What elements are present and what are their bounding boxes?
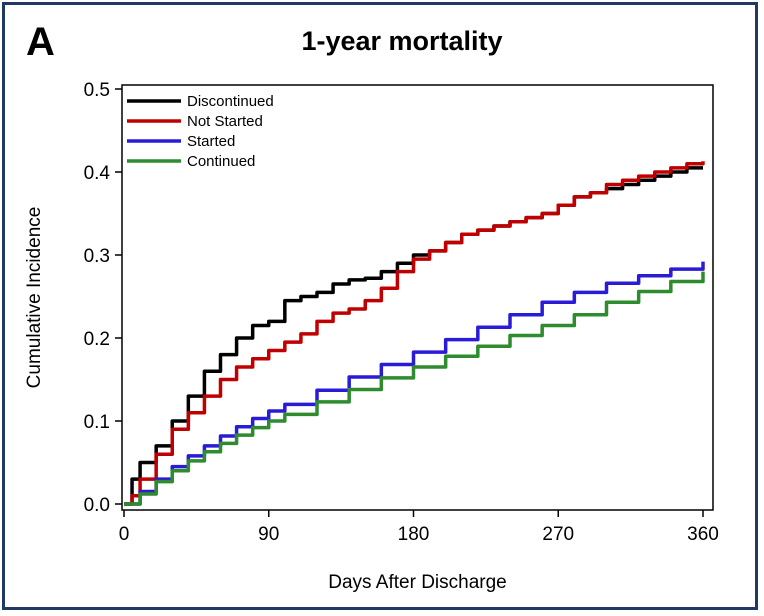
- y-axis-title: Cumulative Incidence: [24, 207, 45, 389]
- series-line-started: [124, 261, 705, 506]
- legend-label: Discontinued: [187, 93, 274, 110]
- series-layer: [124, 161, 705, 506]
- y-tick-label: 0.2: [84, 329, 110, 350]
- series-line-not-started: [124, 161, 705, 506]
- series-line-continued: [124, 271, 705, 506]
- x-axis-title: Days After Discharge: [328, 572, 506, 593]
- x-tick-label: 270: [542, 524, 574, 545]
- x-tick-label: 90: [258, 524, 279, 545]
- y-axis: 0.0 0.1 0.2 0.3 0.4 0.5: [84, 80, 122, 516]
- series-line-discontinued: [124, 166, 703, 506]
- x-tick-label: 180: [398, 524, 430, 545]
- y-tick-label: 0.1: [84, 412, 110, 433]
- y-tick-label: 0.0: [84, 495, 110, 516]
- panel-label: A: [26, 20, 55, 64]
- y-tick-label: 0.5: [84, 80, 110, 101]
- x-tick-label: 0: [119, 524, 130, 545]
- y-tick-label: 0.4: [84, 163, 111, 184]
- legend-label: Continued: [187, 153, 255, 170]
- x-tick-label: 360: [687, 524, 719, 545]
- figure-frame: [2, 2, 758, 610]
- chart-title: 1-year mortality: [301, 26, 503, 56]
- x-axis: 0 90 180 270 360: [119, 510, 719, 545]
- legend-label: Not Started: [187, 113, 263, 130]
- legend-label: Started: [187, 133, 235, 150]
- legend: Discontinued Not Started Started Continued: [127, 93, 274, 170]
- y-tick-label: 0.3: [84, 246, 110, 267]
- plot-area: [121, 84, 714, 511]
